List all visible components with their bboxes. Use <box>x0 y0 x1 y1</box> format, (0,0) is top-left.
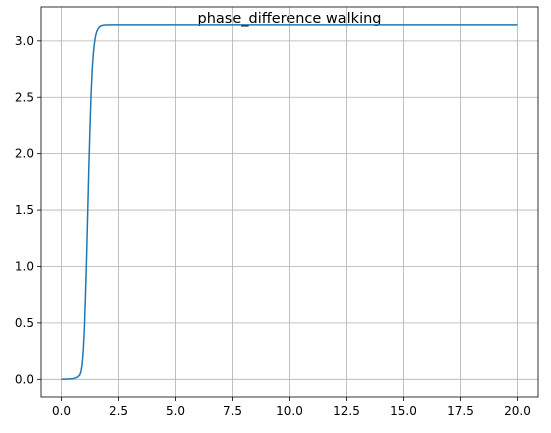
x-tick-label: 2.5 <box>109 404 128 418</box>
series-layer <box>61 24 518 381</box>
y-tick-label: 0.0 <box>15 372 34 386</box>
x-tick-label: 7.5 <box>223 404 242 418</box>
x-tick-label: 15.0 <box>390 404 417 418</box>
grid <box>41 7 538 397</box>
x-tick-label: 5.0 <box>166 404 185 418</box>
x-tick-label: 17.5 <box>447 404 474 418</box>
y-tick-label: 2.5 <box>15 90 34 104</box>
y-tick-label: 1.5 <box>15 203 34 217</box>
x-tick-label: 0.0 <box>52 404 71 418</box>
y-tick-label: 1.0 <box>15 259 34 273</box>
series-line-0 <box>61 24 518 381</box>
y-tick-label: 2.0 <box>15 147 34 161</box>
x-tick-label: 20.0 <box>504 404 531 418</box>
x-tick-label: 10.0 <box>276 404 303 418</box>
y-tick-label: 0.5 <box>15 316 34 330</box>
x-tick-label: 12.5 <box>333 404 360 418</box>
y-tick-label: 3.0 <box>15 34 34 48</box>
ticks: 0.0 2.5 5.0 7.5 10.0 12.5 15.0 17.5 20.0 0.0 0.5 1.… <box>15 34 531 418</box>
